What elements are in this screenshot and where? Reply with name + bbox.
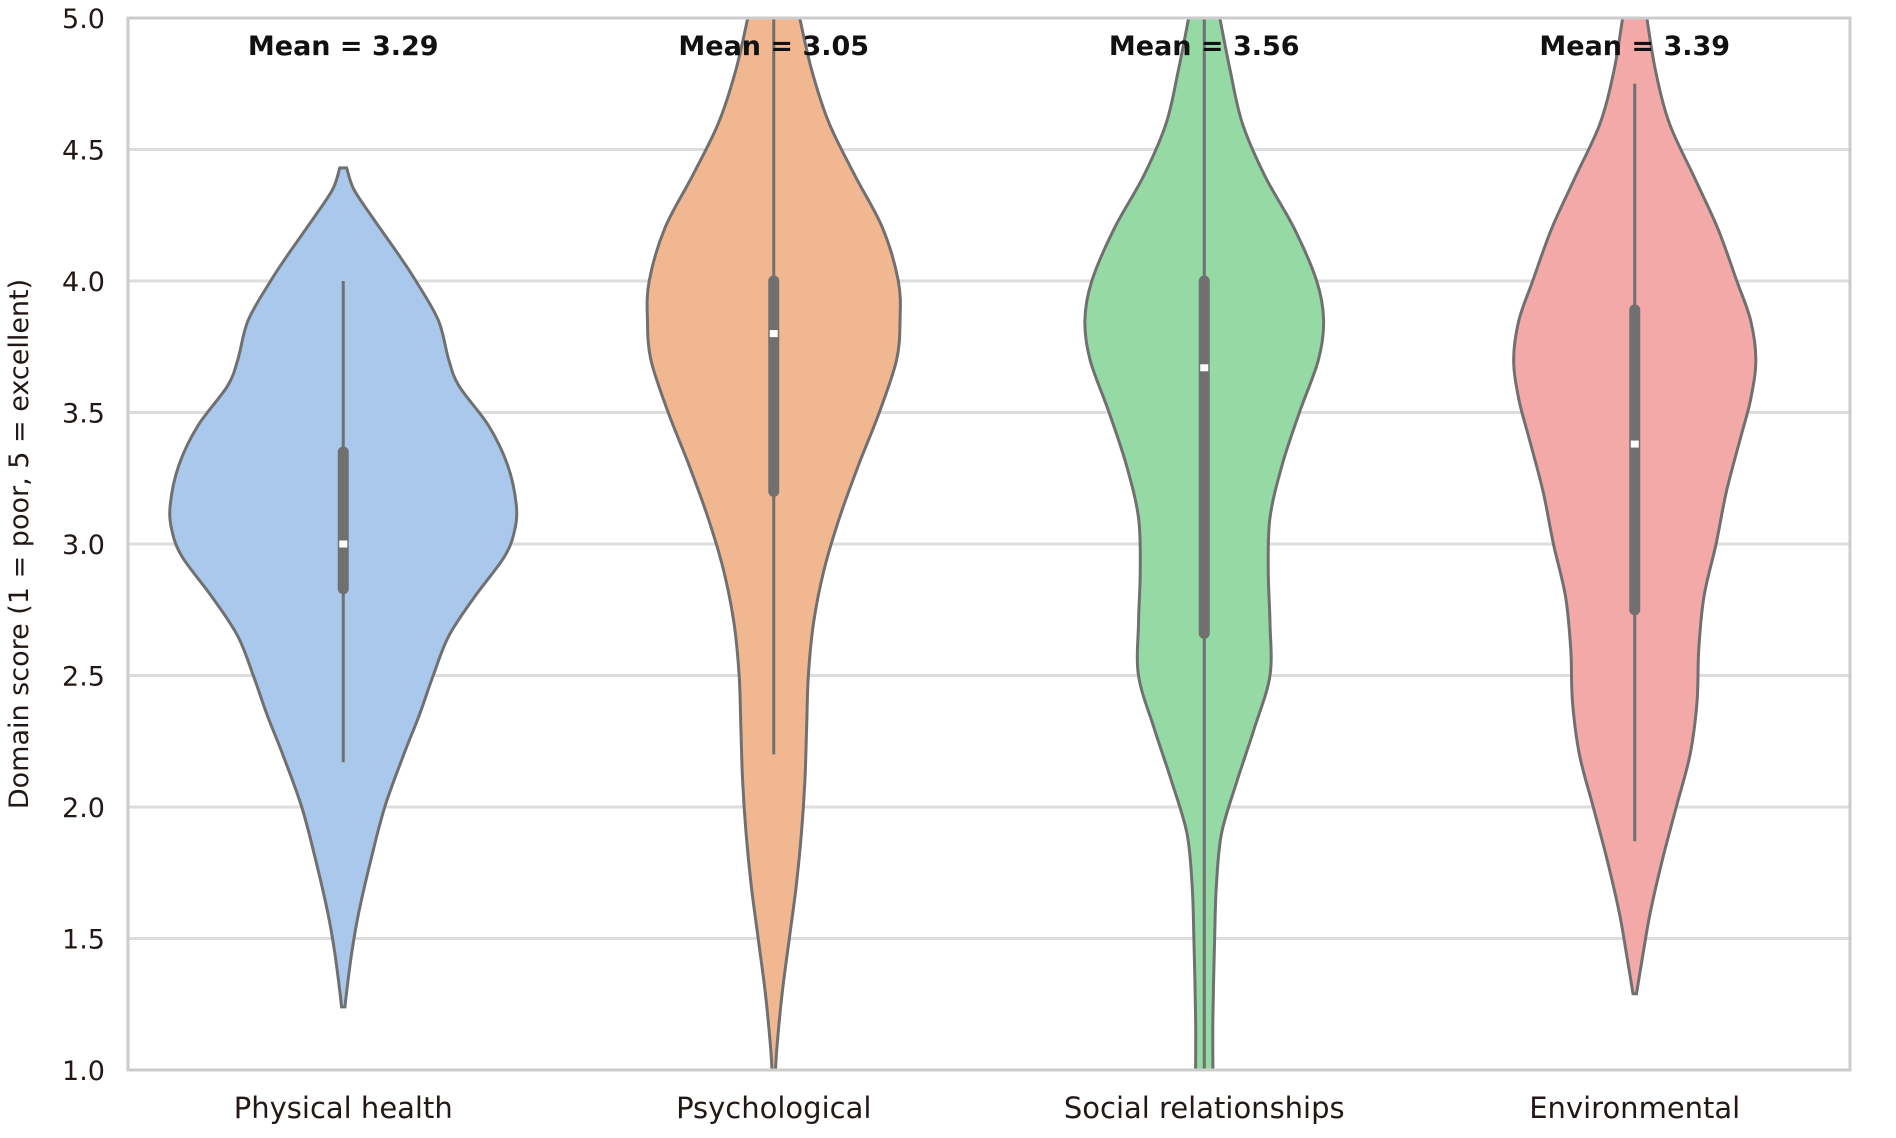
mean-annotation: Mean = 3.39 xyxy=(1539,31,1730,62)
median-marker xyxy=(769,330,778,338)
x-tick-label: Psychological xyxy=(676,1091,871,1125)
mean-annotation: Mean = 3.29 xyxy=(248,31,439,62)
median-marker xyxy=(1200,364,1209,372)
y-tick-label: 3.0 xyxy=(62,530,105,561)
plot-frame xyxy=(126,16,1852,1072)
y-tick-label: 4.5 xyxy=(62,136,105,167)
x-tick-labels: Physical health Psychological Social relat… xyxy=(234,1091,1741,1125)
y-tick-label: 1.5 xyxy=(62,925,105,956)
y-tick-label: 5.0 xyxy=(62,4,105,35)
mean-labels: Mean = 3.29 Mean = 3.05 Mean = 3.56 Mean = … xyxy=(248,31,1730,62)
y-tick-label: 2.0 xyxy=(62,793,105,824)
mean-annotation: Mean = 3.56 xyxy=(1109,31,1300,62)
y-tick-label: 4.0 xyxy=(62,267,105,298)
y-axis-title: Domain score (1 = poor, 5 = excellent) xyxy=(4,279,35,809)
y-tick-label: 3.5 xyxy=(62,399,105,430)
mean-annotation: Mean = 3.05 xyxy=(678,31,869,62)
violin-physical-health xyxy=(168,166,519,1009)
y-tick-label: 1.0 xyxy=(62,1056,105,1087)
violin-environmental xyxy=(1512,18,1758,996)
violins xyxy=(168,18,1758,1070)
y-tick-label: 2.5 xyxy=(62,662,105,693)
median-marker xyxy=(339,540,348,548)
x-tick-label: Physical health xyxy=(234,1091,453,1125)
median-marker xyxy=(1630,440,1639,448)
x-tick-label: Environmental xyxy=(1529,1091,1740,1125)
violin-psychological xyxy=(645,18,902,1070)
y-tick-labels: 1.0 1.5 2.0 2.5 3.0 3.5 4.0 4.5 5.0 xyxy=(62,4,105,1087)
violin-social-relationships xyxy=(1083,18,1326,1070)
x-tick-label: Social relationships xyxy=(1064,1091,1345,1125)
